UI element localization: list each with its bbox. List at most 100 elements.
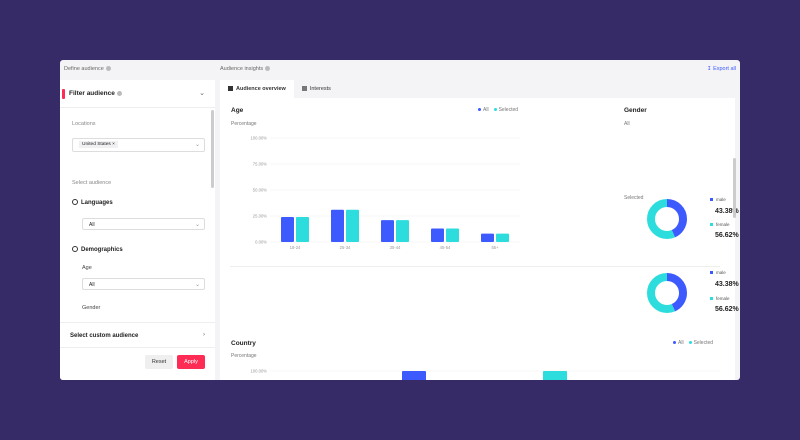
legend-all: All — [483, 107, 489, 113]
male-value: 43.38% — [715, 281, 739, 288]
bar-selected — [543, 371, 567, 380]
reset-button[interactable]: Reset — [145, 355, 173, 369]
legend-selected: Selected — [693, 340, 714, 346]
grid-icon — [301, 86, 307, 91]
age-chart-subtitle: Percentage — [231, 121, 257, 127]
country-bar-chart: 100.00%75.00%50.00%25.00% — [250, 369, 720, 380]
filter-audience-toggle[interactable]: Filter audience ⌄ — [60, 80, 215, 108]
audience-window: Define audience Filter audience ⌄ Locati… — [60, 60, 740, 380]
audience-insights-header: Audience insights — [220, 66, 271, 72]
y-tick-label: 25.00% — [253, 214, 267, 219]
female-label: female — [716, 222, 730, 227]
age-select[interactable]: All ⌄ — [82, 278, 205, 290]
y-tick-label: 50.00% — [253, 188, 267, 193]
female-legend: female — [710, 296, 730, 301]
chevron-down-icon: ⌄ — [199, 90, 205, 97]
gender-donut-all — [647, 199, 687, 239]
bar-selected-25-34 — [346, 209, 359, 242]
age-chart-title: Age — [231, 107, 244, 114]
female-label: female — [716, 296, 730, 301]
male-label: male — [716, 270, 726, 275]
chevron-right-icon: › — [203, 332, 205, 338]
at-sign-icon — [72, 246, 78, 252]
overview-content: Age Percentage All Selected 100.00% 75.00%… — [220, 98, 739, 380]
bar-selected-45-54 — [446, 228, 459, 242]
filter-panel: Filter audience ⌄ Locations United State… — [60, 80, 215, 380]
gender-selected-label: Selected — [624, 195, 644, 201]
tab-label: Interests — [309, 86, 331, 92]
legend-square — [710, 222, 713, 226]
y-tick-label: 100.00% — [250, 136, 267, 141]
panel-scrollbar[interactable] — [211, 110, 214, 188]
age-label: Age — [82, 265, 92, 271]
gender-donut-selected — [647, 273, 687, 313]
slice-female — [647, 273, 687, 313]
bar-all-18-24 — [281, 217, 294, 242]
help-icon[interactable] — [265, 66, 271, 72]
languages-value: All — [89, 222, 95, 228]
filter-audience-title: Filter audience — [69, 90, 115, 97]
y-tick-label: 75.00% — [253, 162, 267, 167]
x-tick-label: 35-44 — [390, 245, 401, 250]
slice-female — [647, 199, 687, 239]
languages-group: Languages — [72, 199, 113, 206]
globe-icon — [72, 199, 78, 205]
legend-dot — [688, 340, 692, 344]
demographics-label: Demographics — [81, 247, 123, 253]
male-value: 43.38% — [715, 208, 739, 215]
x-tick-label: 18-24 — [290, 245, 301, 250]
legend-square — [710, 296, 713, 300]
legend-square — [710, 270, 713, 274]
export-all-label: Export all — [713, 66, 736, 72]
x-tick-label: 25-34 — [340, 245, 351, 250]
locations-label: Locations — [72, 121, 96, 127]
gender-label: Gender — [82, 305, 101, 311]
legend-dot — [478, 107, 481, 111]
country-legend: All Selected — [668, 340, 713, 346]
content-scrollbar[interactable] — [733, 158, 736, 218]
custom-audience-row[interactable]: Select custom audience › — [60, 322, 215, 348]
demographics-group: Demographics — [72, 246, 123, 253]
locations-select[interactable]: United States × ⌄ — [72, 138, 205, 152]
define-audience-header: Define audience — [60, 60, 215, 80]
location-chip[interactable]: United States × — [79, 141, 118, 148]
languages-select[interactable]: All ⌄ — [82, 218, 205, 230]
apply-button[interactable]: Apply — [177, 355, 205, 369]
define-audience-title: Define audience — [64, 66, 104, 72]
legend-selected: Selected — [498, 107, 519, 113]
bar-selected-55+ — [496, 233, 509, 242]
female-value: 56.62% — [715, 306, 739, 313]
tab-interests[interactable]: Interests — [294, 80, 339, 98]
audience-insights-title: Audience insights — [220, 66, 264, 72]
gender-title: Gender — [624, 107, 647, 114]
bar-all-55+ — [481, 233, 494, 242]
help-icon[interactable] — [116, 90, 122, 96]
tab-label: Audience overview — [236, 86, 286, 92]
y-tick-label: 0.00% — [255, 240, 267, 245]
custom-audience-label: Select custom audience — [70, 333, 139, 339]
country-chart-subtitle: Percentage — [231, 353, 257, 359]
tab-bar: Audience overview Interests — [220, 80, 339, 98]
age-bar-chart: 100.00% 75.00% 50.00% 25.00% 0.00% 18-24 25-34… — [250, 136, 520, 250]
help-icon[interactable] — [105, 66, 111, 72]
bar-selected-35-44 — [396, 220, 409, 242]
male-label: male — [716, 197, 726, 202]
chevron-down-icon: ⌄ — [194, 222, 200, 228]
bar-all-25-34 — [331, 209, 344, 242]
country-chart-title: Country — [231, 340, 256, 347]
legend-dot — [673, 340, 676, 344]
languages-label: Languages — [81, 200, 113, 206]
export-all-button[interactable]: ↧ Export all — [707, 66, 736, 72]
age-legend: All Selected — [473, 107, 518, 113]
tab-audience-overview[interactable]: Audience overview — [220, 80, 294, 98]
bar-all-45-54 — [431, 228, 444, 242]
select-audience-label: Select audience — [72, 180, 112, 186]
gender-all-label: All — [624, 121, 630, 127]
legend-dot — [493, 107, 497, 111]
accent-bar — [62, 89, 65, 99]
y-tick-label: 100.00% — [250, 369, 267, 374]
female-value: 56.62% — [715, 232, 739, 239]
section-divider — [230, 266, 720, 267]
x-tick-label: 45-54 — [440, 245, 451, 250]
chevron-down-icon: ⌄ — [194, 142, 200, 148]
